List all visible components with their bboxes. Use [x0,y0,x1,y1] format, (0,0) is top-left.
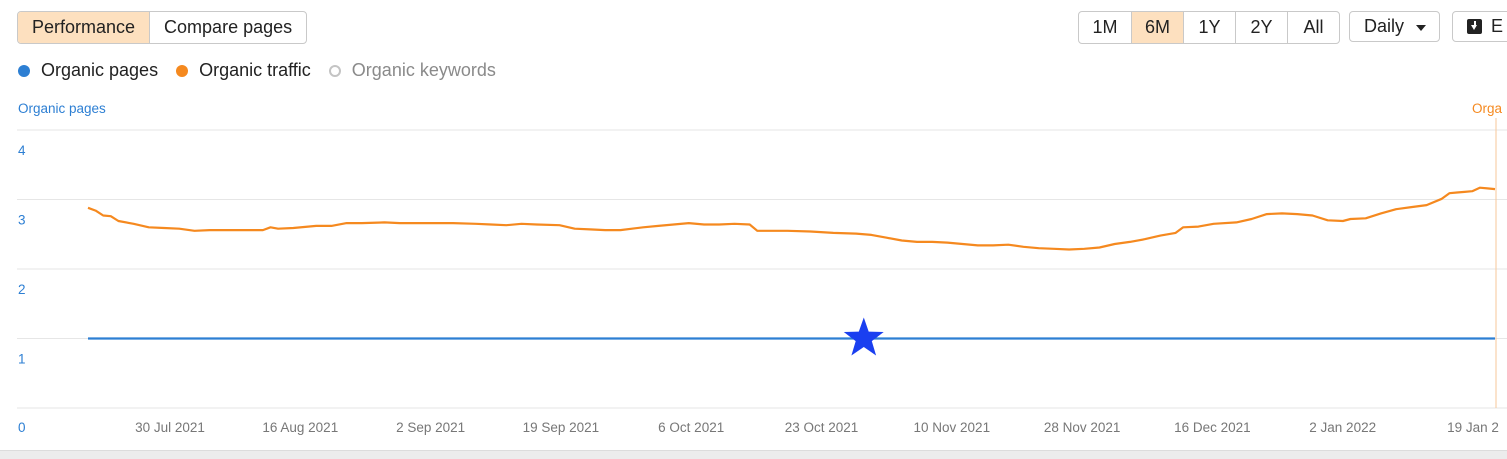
x-tick-label: 2 Sep 2021 [396,420,465,435]
series-line-organic-traffic [87,186,1496,251]
star-marker [843,317,884,356]
range-2y-button[interactable]: 2Y [1235,12,1287,43]
x-tick-label: 30 Jul 2021 [135,420,205,435]
x-tick-label: 10 Nov 2021 [914,420,991,435]
series-lines [87,186,1496,340]
x-tick-label: 28 Nov 2021 [1044,420,1121,435]
range-toggle: 1M 6M 1Y 2Y All [1078,11,1340,44]
legend-label-organic-keywords: Organic keywords [351,60,496,80]
tab-performance[interactable]: Performance [18,12,150,43]
y-tick-label: 0 [18,420,26,435]
legend-dot-organic-pages [18,64,30,77]
x-tick-label: 2 Jan 2022 [1309,420,1376,435]
left-axis-title: Organic pages [18,101,106,116]
caret-down-icon [1416,25,1426,31]
legend-dot-organic-keywords [328,64,341,77]
x-tick-label: 6 Oct 2021 [658,420,724,435]
right-axis-title: Orga [1472,101,1503,116]
download-icon [1467,19,1482,34]
y-tick-label: 2 [18,282,26,297]
left-axis-ticks: 0 1 2 3 4 [18,143,26,435]
interval-select[interactable]: Daily [1349,11,1440,42]
range-all-button[interactable]: All [1287,12,1339,43]
marker-layer [843,317,884,356]
legend-item-organic-keywords[interactable]: Organic keywords [328,60,496,81]
x-tick-label: 16 Dec 2021 [1174,420,1251,435]
x-tick-label: 19 Jan 2 [1447,420,1499,435]
x-axis-ticks: 30 Jul 2021 16 Aug 2021 2 Sep 2021 19 Sep 2… [135,420,1499,435]
view-toggle: Performance Compare pages [17,11,308,44]
legend-dot-organic-traffic [176,64,189,77]
legend-item-organic-traffic[interactable]: Organic traffic [176,60,311,81]
y-tick-label: 1 [18,352,26,367]
range-1m-button[interactable]: 1M [1092,17,1118,37]
grid-lines [17,129,1507,409]
interval-select-value: Daily [1364,16,1405,36]
tab-compare-pages[interactable]: Compare pages [149,12,306,43]
y-tick-label: 3 [18,213,26,228]
x-tick-label: 16 Aug 2021 [262,420,338,435]
range-6m-button[interactable]: 6M [1131,12,1183,43]
legend-item-organic-pages[interactable]: Organic pages [18,60,158,81]
export-label: E [1491,16,1504,36]
range-1y-button[interactable]: 1Y [1183,12,1235,43]
x-tick-label: 23 Oct 2021 [785,420,859,435]
x-tick-label: 19 Sep 2021 [523,420,600,435]
export-button[interactable]: E [1452,11,1507,42]
y-tick-label: 4 [18,143,26,158]
legend-label-organic-pages: Organic pages [41,60,159,80]
bottom-scrollbar-track [0,450,1507,459]
legend-label-organic-traffic: Organic traffic [199,60,311,80]
chart-legend: Organic pages Organic traffic Organic ke… [18,60,514,81]
